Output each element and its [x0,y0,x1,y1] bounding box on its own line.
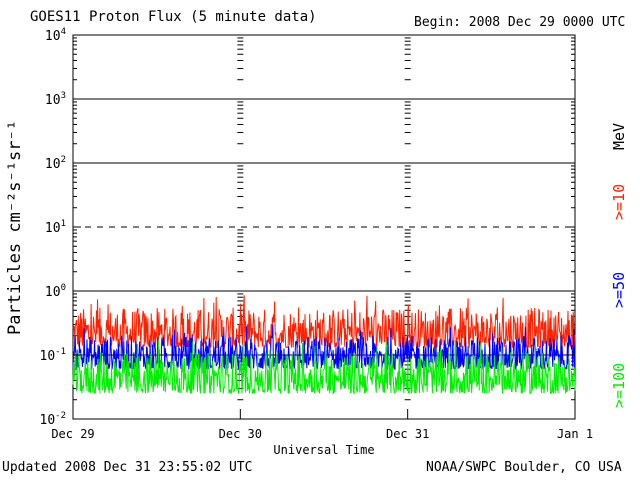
legend-series-10: >=10 [610,184,628,220]
y-tick-label: 10-2 [40,411,67,428]
series-lines [72,295,576,395]
x-tick-label: Jan 1 [557,427,593,441]
y-tick-label: 103 [45,91,66,108]
updated-timestamp: Updated 2008 Dec 31 23:55:02 UTC [2,460,253,475]
y-tick-label: 101 [45,219,66,236]
y-tick-label: 100 [45,283,66,300]
x-tick-label: Dec 31 [386,427,429,441]
y-tick-label: 104 [45,27,66,44]
x-axis-label: Universal Time [273,443,374,457]
y-axis-label: Particles cm⁻²s⁻¹sr⁻¹ [5,120,25,335]
legend-series-50: >=50 [610,272,628,308]
x-tick-label: Dec 30 [219,427,262,441]
begin-date: Begin: 2008 Dec 29 0000 UTC [414,15,626,30]
series-line [72,339,576,395]
threshold-lines [73,98,575,356]
x-tick-label: Dec 29 [51,427,94,441]
legend-units: MeV [610,123,628,150]
legend: MeV >=10 >=50 >=100 [610,123,628,408]
x-tick-labels: Dec 29 Dec 30 Dec 31 Jan 1 [51,427,593,441]
series-line [72,295,576,350]
credit-line: NOAA/SWPC Boulder, CO USA [426,460,622,475]
series-line [72,324,576,371]
legend-series-100: >=100 [610,363,628,408]
chart-title: GOES11 Proton Flux (5 minute data) [30,9,317,25]
y-tick-labels: 104 103 102 101 100 10-1 10-2 [40,27,575,428]
y-tick-label: 102 [45,155,66,172]
y-tick-label: 10-1 [40,347,67,364]
